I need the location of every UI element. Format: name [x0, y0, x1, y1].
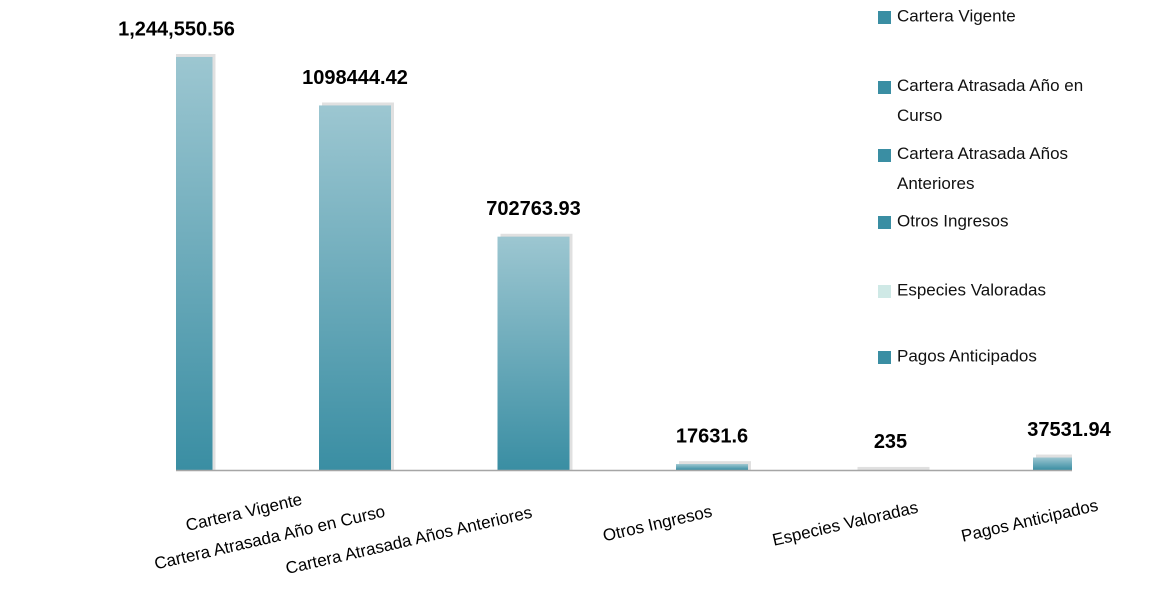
- legend-swatch: [878, 216, 891, 229]
- value-label: 235: [874, 431, 907, 453]
- legend-label: Cartera Vigente: [897, 6, 1016, 25]
- bar-highlight: [1033, 457, 1072, 470]
- bar-shadow: [857, 466, 930, 470]
- x-tick-label: Otros Ingresos: [601, 502, 714, 546]
- legend-label: Otros Ingresos: [897, 211, 1009, 230]
- legend-label: Cartera Atrasada Años Anteriores: [897, 144, 1068, 193]
- bar-highlight: [176, 56, 213, 471]
- x-tick-label: Pagos Anticipados: [959, 496, 1100, 546]
- bar-highlight: [319, 105, 391, 470]
- legend-label: Cartera Atrasada Año en Curso: [897, 76, 1083, 125]
- legend-line: Curso: [897, 106, 942, 125]
- legend-line: Cartera Atrasada Años: [897, 144, 1068, 163]
- legend-label: Especies Valoradas: [897, 280, 1046, 299]
- legend-label: Pagos Anticipados: [897, 346, 1037, 365]
- value-label: 1098444.42: [302, 67, 408, 89]
- value-label: 702763.93: [486, 198, 581, 220]
- legend-line: Anteriores: [897, 174, 974, 193]
- legend-swatch: [878, 285, 891, 298]
- legend-swatch: [878, 11, 891, 24]
- value-label: 1,244,550.56: [118, 18, 235, 40]
- legend-swatch: [878, 351, 891, 364]
- x-tick-label: Especies Valoradas: [770, 498, 919, 550]
- legend-swatch: [878, 149, 891, 162]
- bar-highlight: [676, 464, 748, 470]
- legend-swatch: [878, 81, 891, 94]
- bar-highlight: [497, 236, 570, 470]
- value-label: 17631.6: [676, 425, 748, 447]
- value-label: 37531.94: [1027, 419, 1111, 441]
- x-tick-label: Cartera Atrasada Años Anteriores: [284, 503, 534, 578]
- legend-line: Cartera Atrasada Año en: [897, 76, 1083, 95]
